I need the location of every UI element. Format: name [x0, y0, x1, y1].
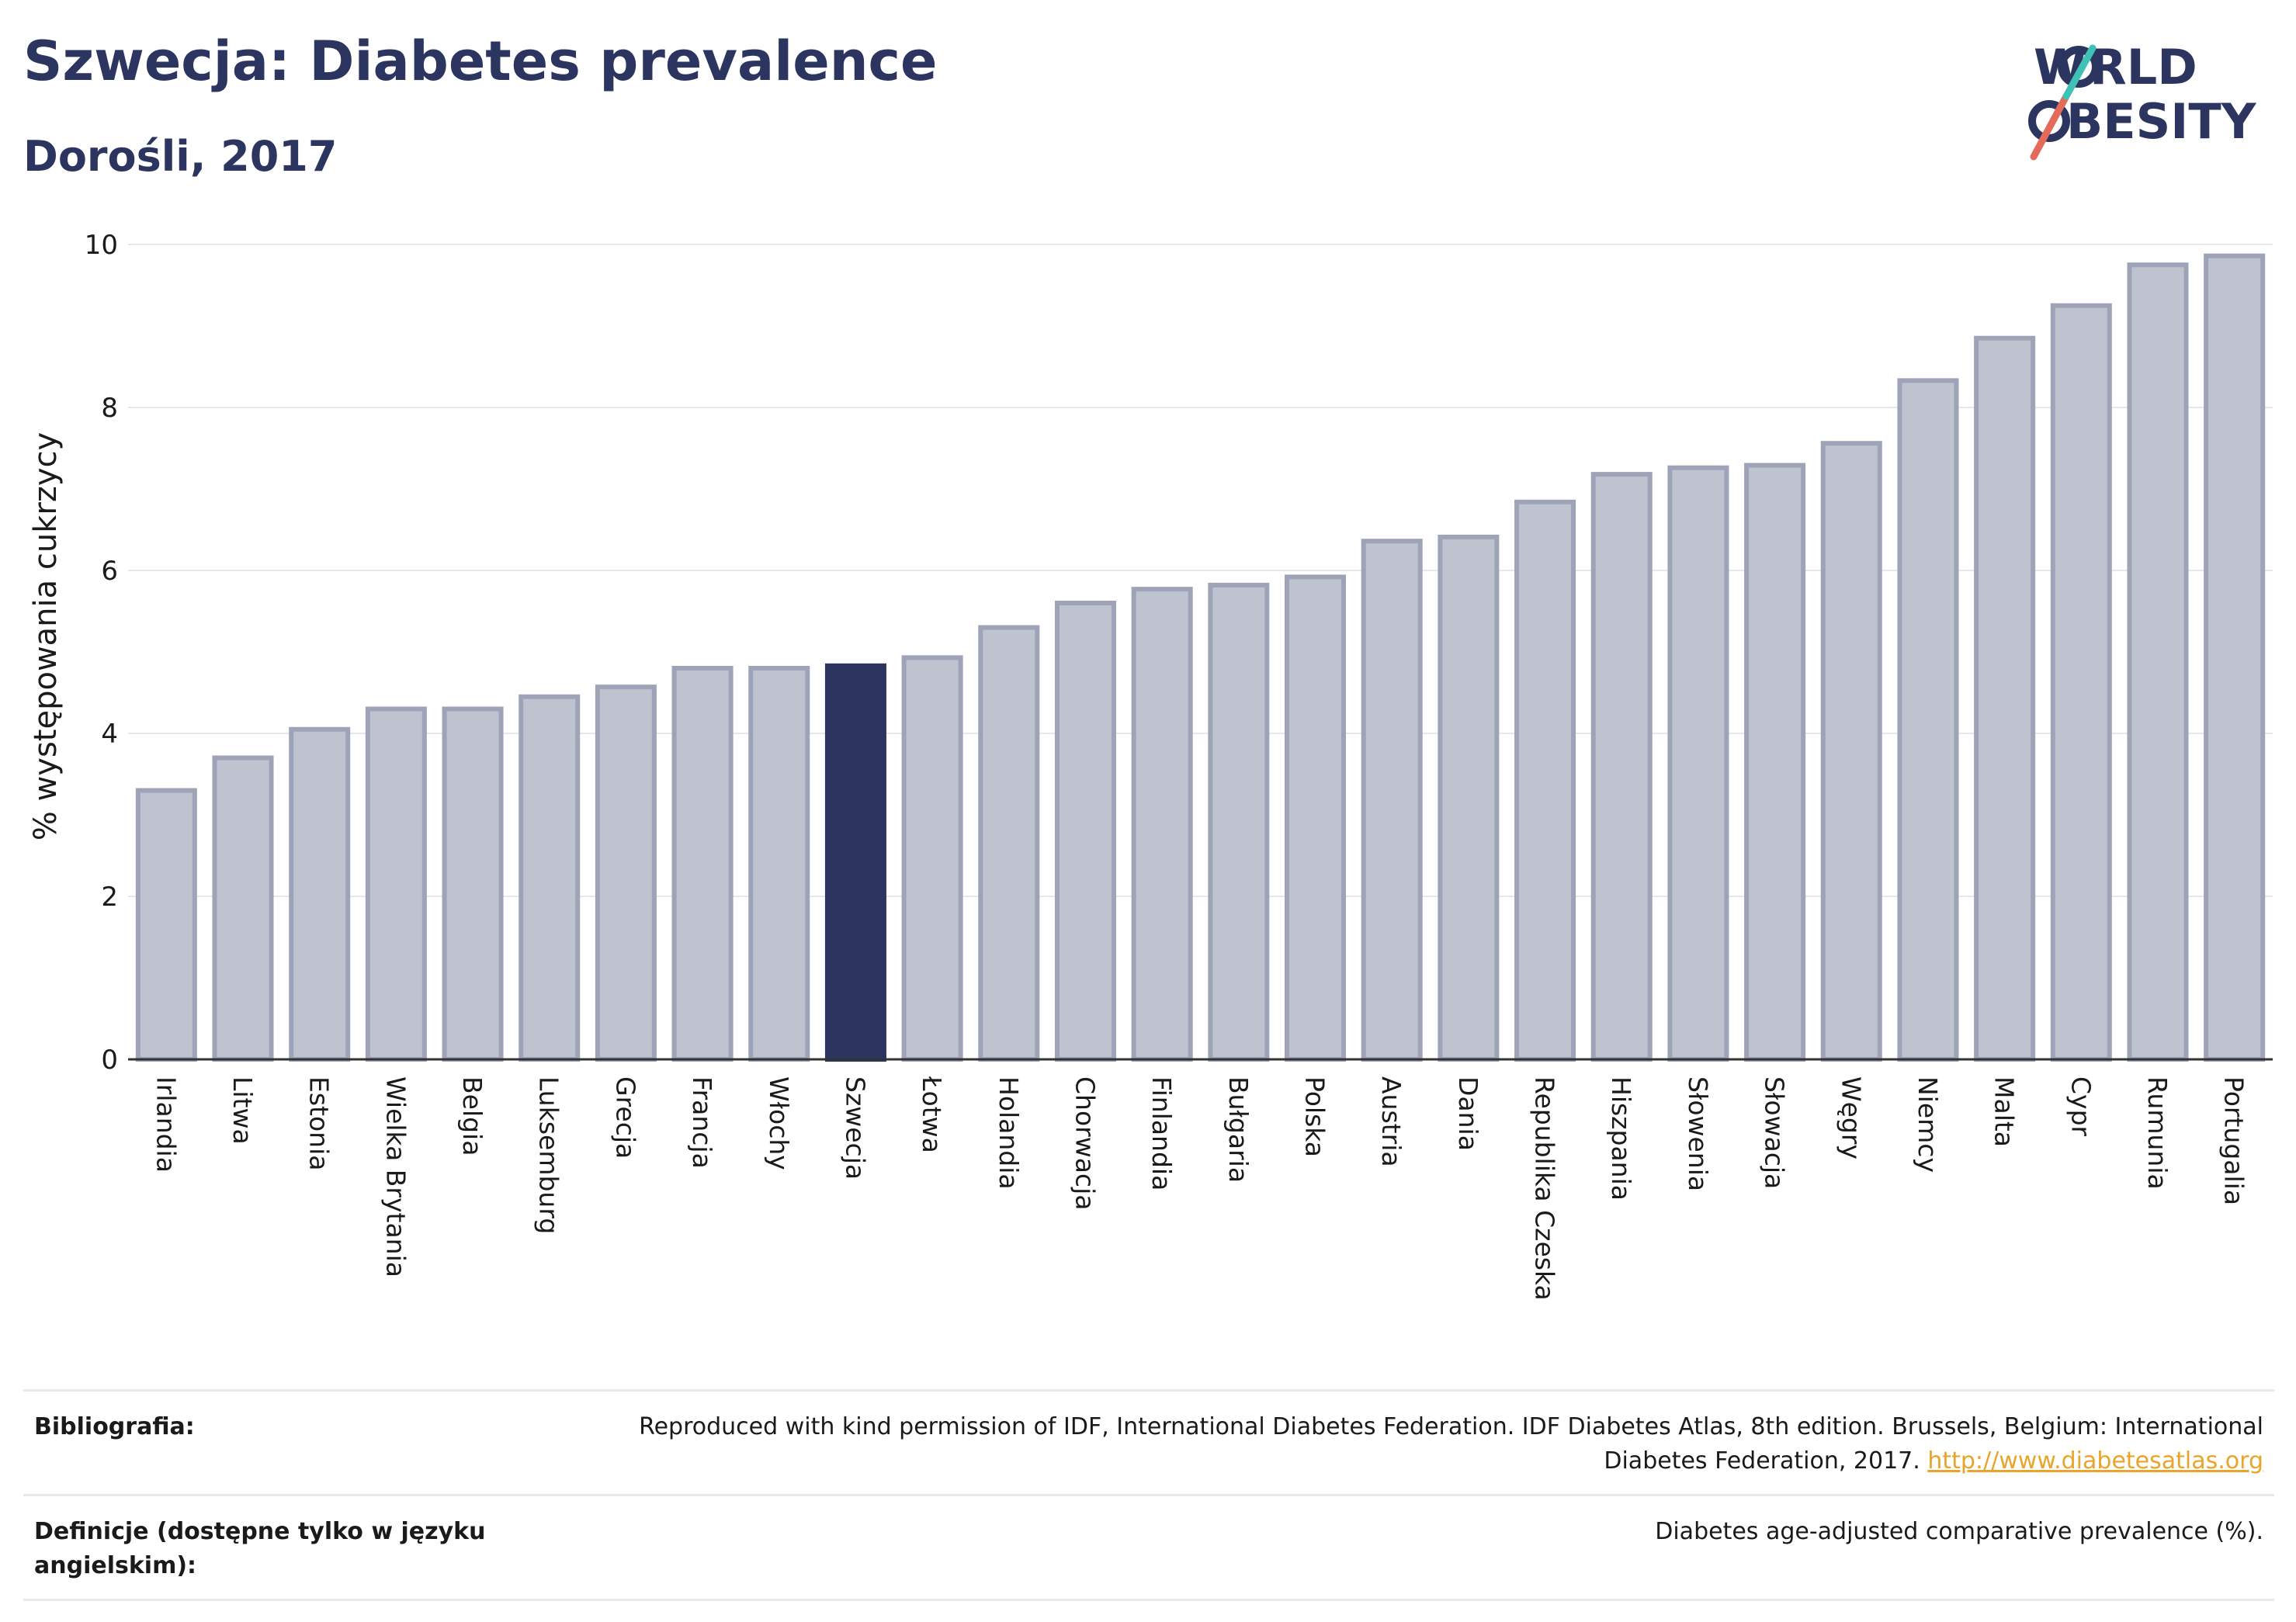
bar-hiszpania — [1590, 472, 1653, 1062]
bar-bułgaria — [1208, 582, 1270, 1062]
x-tick-label: Węgry — [1836, 1076, 1866, 1159]
footer-table: Bibliografia: Reproduced with kind permi… — [23, 1389, 2274, 1601]
y-tick-label: 10 — [85, 230, 118, 261]
y-tick-label: 4 — [101, 719, 118, 750]
x-tick-label: Austria — [1376, 1076, 1406, 1167]
bar-francja — [671, 666, 734, 1062]
x-tick-label: Szwecja — [840, 1076, 870, 1180]
bibliography-value: Reproduced with kind permission of IDF, … — [556, 1410, 2263, 1478]
bar-portugalia — [2204, 253, 2266, 1062]
x-tick-label: Holandia — [994, 1076, 1024, 1190]
bibliography-link[interactable]: http://www.diabetesatlas.org — [1927, 1447, 2263, 1475]
x-tick-label: Republika Czeska — [1530, 1076, 1560, 1301]
x-tick-label: Luksemburg — [534, 1076, 564, 1234]
x-tick-label: Chorwacja — [1070, 1076, 1100, 1210]
svg-text:BESITY: BESITY — [2066, 93, 2257, 150]
bar-estonia — [289, 726, 351, 1062]
bar-rumunia — [2127, 262, 2189, 1062]
bar-chart: 0 2 4 6 8 10 Irlandia Litwa Estonia Wielka Bryta… — [28, 230, 2273, 1301]
bar-łotwa — [901, 655, 963, 1062]
bar-litwa — [212, 755, 274, 1062]
y-tick-label: 2 — [101, 882, 118, 913]
y-tick-label: 6 — [101, 556, 118, 587]
chart-title: Szwecja: Diabetes prevalence — [23, 29, 938, 93]
bar-niemcy — [1897, 378, 1959, 1062]
x-tick-label: Hiszpania — [1606, 1076, 1636, 1201]
svg-text:RLD: RLD — [2090, 39, 2197, 95]
bar-dania — [1438, 534, 1500, 1062]
definitions-label: Definicje (dostępne tylko w języku angie… — [34, 1518, 486, 1579]
x-tick-label: Włochy — [764, 1076, 794, 1170]
x-tick-label: Litwa — [227, 1076, 258, 1145]
x-tick-label: Finlandia — [1146, 1076, 1177, 1191]
x-tick-label: Cypr — [2065, 1076, 2096, 1137]
bar-holandia — [978, 625, 1040, 1062]
x-tick-label: Rumunia — [2142, 1076, 2173, 1190]
definitions-value: Diabetes age-adjusted comparative preval… — [1655, 1518, 2263, 1545]
x-tick-label: Słowacja — [1760, 1076, 1790, 1189]
bar-szwecja — [824, 663, 886, 1062]
y-tick-label: 0 — [101, 1045, 118, 1076]
y-axis-label: % występowania cukrzycy — [28, 432, 64, 840]
bar-słowacja — [1744, 463, 1806, 1062]
x-tick-label: Niemcy — [1913, 1076, 1943, 1173]
x-tick-label: Grecja — [610, 1076, 640, 1159]
bibliography-row: Bibliografia: Reproduced with kind permi… — [23, 1389, 2274, 1494]
bar-irlandia — [135, 788, 197, 1062]
bar-cypr — [2050, 303, 2112, 1062]
bar-włochy — [748, 666, 810, 1062]
definitions-row: Definicje (dostępne tylko w języku angie… — [23, 1494, 2274, 1601]
bibliography-label: Bibliografia: — [34, 1413, 195, 1440]
x-tick-label: Malta — [1989, 1076, 2020, 1147]
world-obesity-logo: W RLD BESITY — [2028, 39, 2257, 161]
bar-węgry — [1820, 441, 1882, 1062]
bar-polska — [1285, 574, 1347, 1062]
bar-belgia — [442, 706, 504, 1062]
bar-luksemburg — [519, 694, 581, 1062]
bars — [135, 253, 2266, 1062]
x-tick-label: Belgia — [457, 1076, 487, 1156]
bar-finlandia — [1131, 587, 1193, 1062]
x-tick-label: Słowenia — [1683, 1076, 1713, 1191]
bar-republika-czeska — [1514, 499, 1576, 1062]
y-tick-label: 8 — [101, 393, 118, 424]
x-tick-label: Francja — [687, 1076, 717, 1169]
bar-chorwacja — [1054, 601, 1116, 1062]
bar-wielka-brytania — [365, 706, 427, 1062]
bar-grecja — [595, 684, 657, 1062]
bibliography-text: Reproduced with kind permission of IDF, … — [639, 1413, 2263, 1475]
bar-słowenia — [1667, 465, 1729, 1062]
x-axis-labels: Irlandia Litwa Estonia Wielka Brytania Belgi… — [151, 1076, 2249, 1301]
y-axis-ticks: 0 2 4 6 8 10 — [85, 230, 118, 1076]
chart-subtitle: Dorośli, 2017 — [23, 132, 338, 181]
bar-austria — [1361, 539, 1423, 1062]
x-tick-label: Polska — [1300, 1076, 1330, 1157]
x-tick-label: Dania — [1453, 1076, 1483, 1151]
x-tick-label: Łotwa — [917, 1076, 947, 1153]
bar-malta — [1974, 335, 2036, 1062]
x-tick-label: Irlandia — [151, 1076, 181, 1173]
x-tick-label: Bułgaria — [1223, 1076, 1254, 1183]
x-tick-label: Estonia — [304, 1076, 335, 1170]
x-tick-label: Wielka Brytania — [380, 1076, 411, 1277]
x-tick-label: Portugalia — [2219, 1076, 2249, 1205]
